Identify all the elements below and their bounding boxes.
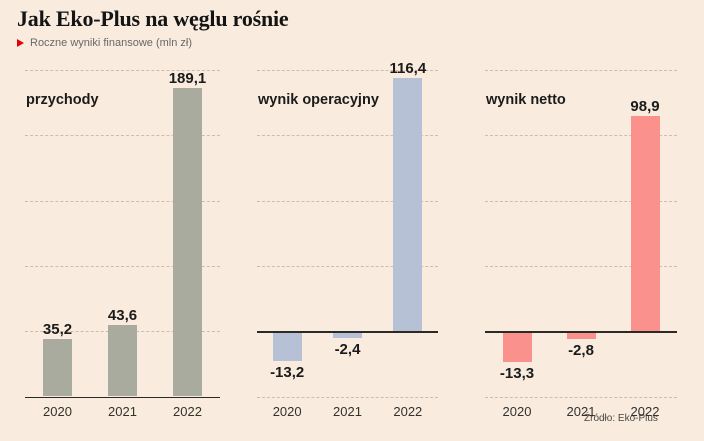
chart-subtitle: Roczne wyniki finansowe (mln zł) [17, 37, 192, 49]
gridline [25, 265, 220, 267]
gridline [485, 200, 677, 202]
category-label: 2022 [393, 403, 423, 419]
bar-2022 [630, 115, 660, 332]
category-label: 2021 [333, 403, 362, 419]
gridline [257, 265, 438, 267]
subtitle-text: Roczne wyniki finansowe (mln zł) [30, 37, 192, 49]
value-label: -2,4 [334, 340, 361, 358]
chart-panel-wynik-operacyjny: wynik operacyjny -13,2 2020 -2,4 2021 116,4 20… [257, 60, 438, 426]
panel-title: wynik netto [486, 92, 566, 108]
zero-axis-line [25, 396, 220, 398]
value-label: 43,6 [107, 307, 138, 325]
category-label: 2022 [630, 403, 660, 419]
gridline [25, 70, 220, 71]
category-label: 2022 [173, 403, 202, 419]
bar-2021 [333, 332, 362, 338]
gridline [485, 396, 677, 398]
category-label: 2021 [566, 403, 596, 419]
zero-axis-line [257, 331, 438, 333]
category-label: 2020 [43, 403, 72, 419]
bar-2022 [393, 77, 423, 332]
category-label: 2020 [502, 403, 532, 419]
category-label: 2021 [108, 403, 137, 419]
value-label: -13,3 [499, 364, 535, 382]
gridline [257, 70, 438, 71]
page-title: Jak Eko-Plus na węglu rośnie [17, 6, 289, 31]
gridline [25, 200, 220, 202]
gridline [25, 135, 220, 137]
bar-2020 [272, 332, 302, 362]
bar-2020 [502, 332, 532, 362]
chart-panel-przychody: przychody 35,2 2020 43,6 2021 189,1 2022 [25, 70, 220, 426]
bar-2020 [43, 339, 72, 397]
chart-panel-wynik-netto: wynik netto -13,3 2020 -2,8 2021 98,9 2022 [485, 70, 677, 426]
panel-title: wynik operacyjny [258, 92, 379, 108]
gridline [257, 135, 438, 137]
panel-title: przychody [26, 92, 99, 108]
category-label: 2020 [272, 403, 302, 419]
source-note: Źródło: Eko-Plus [584, 413, 658, 424]
bar-2022 [173, 87, 202, 397]
value-label: 35,2 [42, 321, 73, 339]
gridline [485, 265, 677, 267]
bar-2021 [566, 332, 596, 339]
value-label: 116,4 [389, 59, 427, 77]
red-triangle-icon [17, 39, 24, 47]
gridline [257, 200, 438, 202]
value-label: 189,1 [168, 69, 207, 87]
value-label: -2,8 [568, 341, 594, 359]
bar-2021 [108, 325, 137, 397]
value-label: 98,9 [630, 97, 660, 115]
value-label: -13,2 [270, 364, 305, 382]
zero-axis-line [485, 331, 677, 333]
gridline [485, 135, 677, 137]
gridline [257, 396, 438, 398]
gridline [485, 70, 677, 71]
